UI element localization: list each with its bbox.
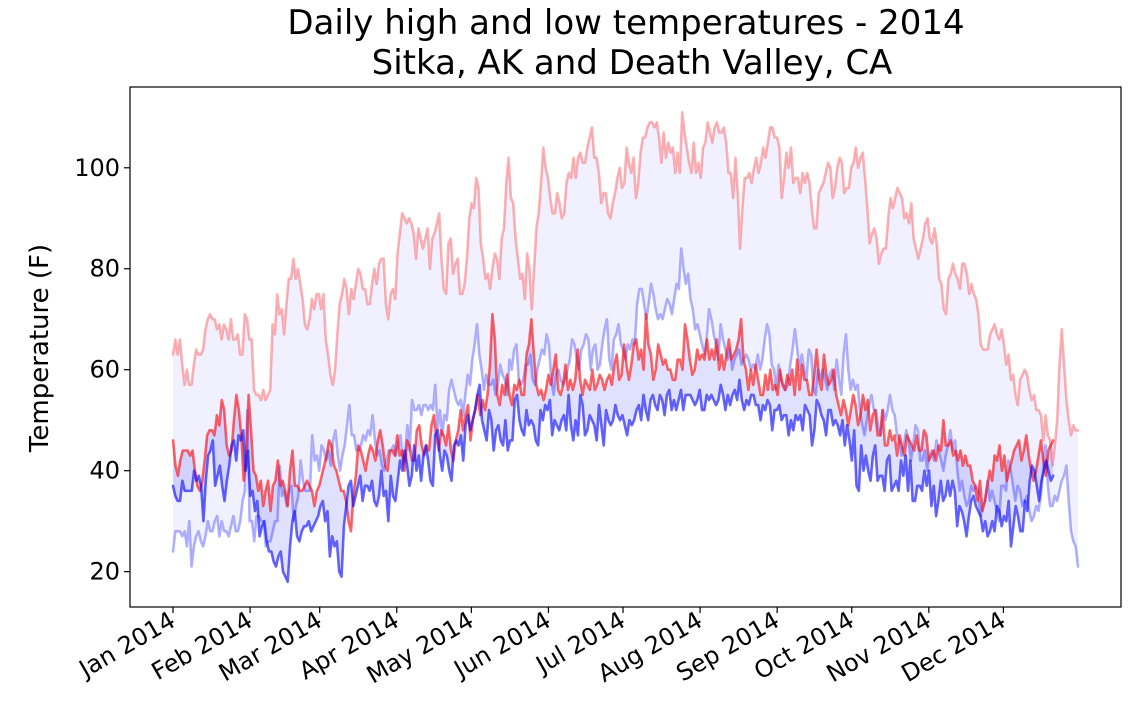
death-valley-range-band — [173, 112, 1078, 567]
y-tick-label: 80 — [89, 255, 120, 283]
chart-subtitle: Sitka, AK and Death Valley, CA — [372, 43, 893, 83]
y-tick-label: 60 — [89, 356, 120, 384]
sitka-range-band — [173, 314, 1054, 582]
plot-frame — [129, 86, 1122, 608]
sitka-low-line — [171, 378, 1055, 584]
y-axis-label: Temperature (F) — [25, 244, 55, 453]
chart-title: Daily high and low temperatures - 2014 — [287, 3, 964, 43]
plot-fills — [173, 112, 1078, 582]
y-tick-label: 100 — [74, 154, 120, 182]
death-valley-high-line — [171, 110, 1080, 467]
y-tick-label: 40 — [89, 457, 120, 485]
sitka-high-line — [171, 312, 1055, 533]
y-axis: 20 40 60 80 100 — [74, 154, 130, 586]
y-tick-label: 20 — [89, 558, 120, 586]
plot-lines — [171, 110, 1080, 584]
